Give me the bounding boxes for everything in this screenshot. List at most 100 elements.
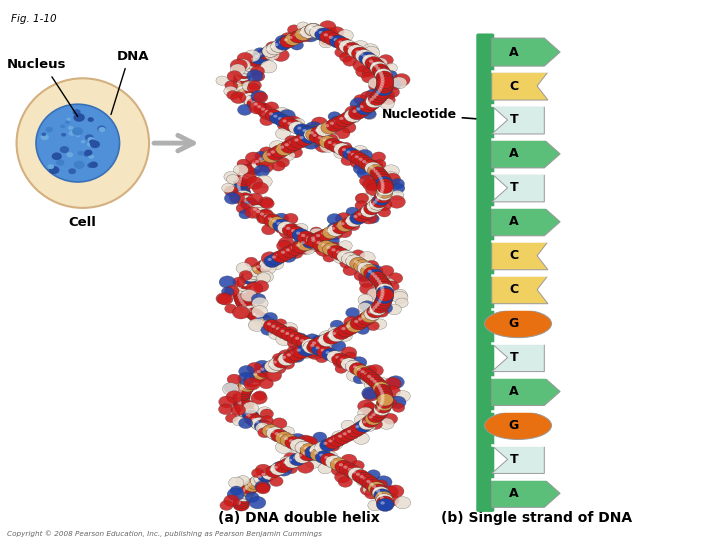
Circle shape — [239, 193, 243, 197]
Text: T: T — [510, 453, 518, 466]
Circle shape — [253, 207, 257, 211]
Circle shape — [238, 72, 243, 75]
Circle shape — [330, 116, 344, 126]
Circle shape — [338, 435, 342, 438]
Circle shape — [338, 433, 351, 442]
Circle shape — [88, 117, 94, 122]
Circle shape — [294, 124, 310, 136]
Circle shape — [343, 265, 357, 275]
Circle shape — [252, 182, 269, 194]
Circle shape — [392, 403, 405, 413]
Circle shape — [291, 246, 294, 249]
Circle shape — [376, 80, 393, 93]
Circle shape — [367, 205, 372, 208]
Circle shape — [361, 205, 377, 217]
Circle shape — [351, 48, 356, 51]
Circle shape — [364, 202, 380, 215]
Circle shape — [240, 301, 244, 304]
Circle shape — [346, 255, 350, 259]
Circle shape — [253, 391, 266, 400]
Circle shape — [281, 329, 284, 333]
Circle shape — [335, 48, 348, 57]
Circle shape — [346, 207, 359, 217]
Circle shape — [275, 463, 292, 476]
Circle shape — [224, 383, 236, 393]
Circle shape — [360, 370, 377, 382]
Circle shape — [319, 336, 336, 349]
Circle shape — [233, 391, 250, 404]
Circle shape — [269, 476, 283, 487]
Circle shape — [368, 310, 372, 314]
Circle shape — [367, 165, 384, 177]
Circle shape — [390, 179, 405, 189]
Circle shape — [244, 275, 248, 278]
Circle shape — [292, 228, 310, 241]
Circle shape — [336, 114, 353, 127]
Circle shape — [359, 276, 374, 288]
Circle shape — [367, 375, 372, 378]
Circle shape — [263, 150, 280, 163]
Circle shape — [377, 492, 382, 495]
Circle shape — [300, 443, 318, 456]
Circle shape — [236, 476, 250, 485]
Circle shape — [270, 112, 286, 124]
Circle shape — [282, 322, 298, 334]
Circle shape — [377, 76, 394, 89]
Circle shape — [331, 341, 346, 352]
Circle shape — [355, 193, 369, 204]
Circle shape — [280, 434, 297, 447]
Circle shape — [240, 62, 256, 74]
Circle shape — [384, 281, 399, 292]
Circle shape — [73, 161, 85, 169]
Circle shape — [236, 193, 253, 206]
Circle shape — [374, 279, 392, 292]
Circle shape — [256, 176, 272, 188]
Circle shape — [258, 428, 271, 438]
Circle shape — [241, 172, 246, 175]
Circle shape — [292, 118, 305, 127]
Circle shape — [60, 146, 69, 153]
Circle shape — [321, 121, 338, 134]
Circle shape — [310, 240, 326, 252]
Circle shape — [307, 344, 311, 347]
Circle shape — [329, 140, 346, 153]
Circle shape — [306, 237, 310, 240]
Circle shape — [84, 152, 89, 157]
Circle shape — [250, 100, 266, 112]
Circle shape — [237, 294, 241, 297]
Circle shape — [330, 458, 348, 471]
Circle shape — [366, 200, 383, 213]
Circle shape — [376, 291, 393, 303]
Circle shape — [379, 265, 394, 276]
Text: Fig. 1-10: Fig. 1-10 — [11, 14, 56, 24]
Circle shape — [233, 178, 250, 191]
Circle shape — [253, 267, 257, 271]
Circle shape — [339, 429, 355, 442]
Circle shape — [239, 164, 252, 174]
Circle shape — [230, 486, 243, 495]
Circle shape — [269, 329, 283, 340]
Circle shape — [364, 372, 380, 384]
Circle shape — [252, 207, 269, 220]
Circle shape — [359, 52, 364, 56]
Circle shape — [332, 431, 346, 442]
Circle shape — [233, 186, 251, 199]
Polygon shape — [492, 377, 560, 406]
FancyBboxPatch shape — [477, 33, 495, 512]
Circle shape — [379, 177, 383, 180]
Text: Copyright © 2008 Pearson Education, Inc., publishing as Pearson Benjamin Cumming: Copyright © 2008 Pearson Education, Inc.… — [7, 530, 322, 537]
Circle shape — [377, 174, 382, 178]
Circle shape — [237, 394, 241, 397]
Circle shape — [332, 222, 348, 234]
Circle shape — [282, 356, 286, 359]
Circle shape — [239, 299, 243, 302]
Circle shape — [356, 107, 361, 111]
Circle shape — [369, 482, 374, 485]
Circle shape — [377, 301, 381, 304]
Circle shape — [315, 244, 333, 256]
Circle shape — [243, 200, 260, 213]
Circle shape — [273, 219, 290, 232]
Circle shape — [361, 211, 377, 224]
Circle shape — [310, 26, 326, 38]
Circle shape — [238, 104, 252, 116]
